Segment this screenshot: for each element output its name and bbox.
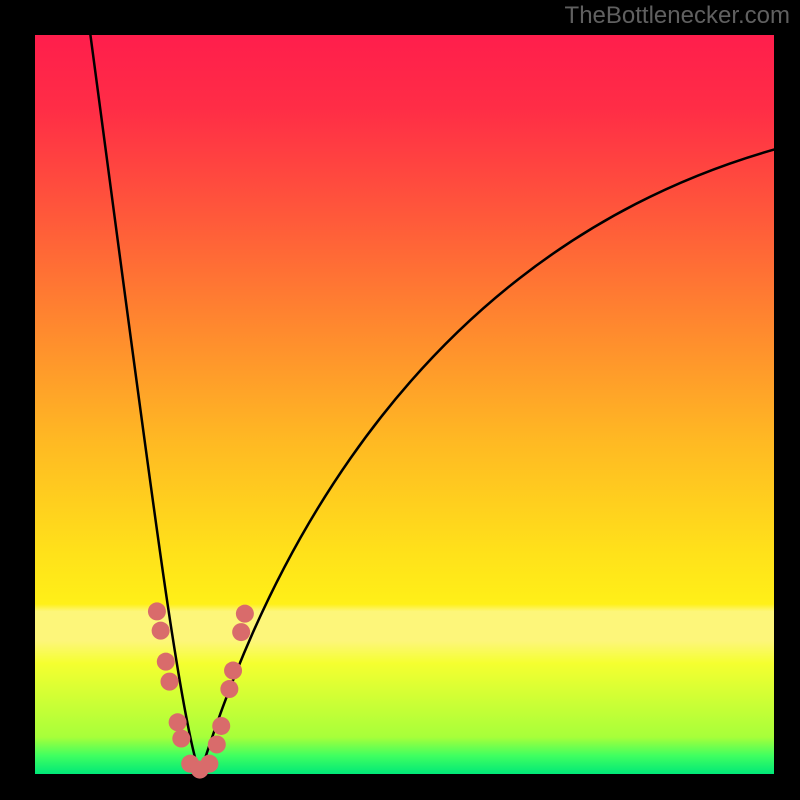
data-marker bbox=[148, 602, 166, 620]
chart-svg bbox=[0, 0, 800, 800]
data-marker bbox=[200, 755, 218, 773]
watermark-text: TheBottlenecker.com bbox=[565, 2, 790, 30]
data-marker bbox=[224, 662, 242, 680]
data-marker bbox=[160, 673, 178, 691]
data-marker bbox=[152, 622, 170, 640]
data-marker bbox=[208, 735, 226, 753]
data-marker bbox=[157, 653, 175, 671]
data-marker bbox=[220, 680, 238, 698]
figure-root: TheBottlenecker.com bbox=[0, 0, 800, 800]
data-marker bbox=[236, 605, 254, 623]
data-marker bbox=[212, 717, 230, 735]
data-marker bbox=[232, 623, 250, 641]
gradient-background bbox=[35, 35, 774, 774]
data-marker bbox=[169, 713, 187, 731]
data-marker bbox=[172, 730, 190, 748]
